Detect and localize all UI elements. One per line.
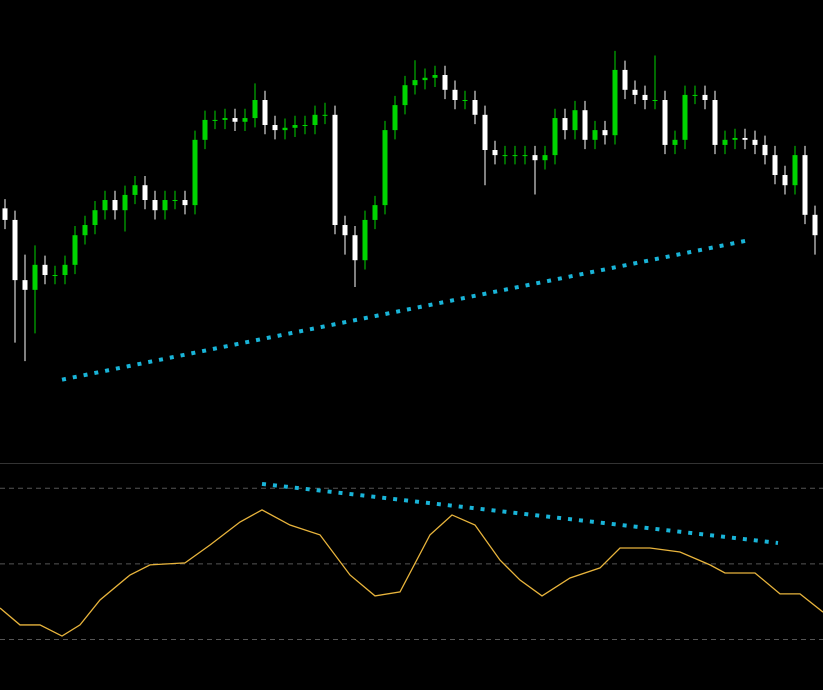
candle-body <box>92 210 98 226</box>
candle-body <box>472 100 478 115</box>
candle-body <box>152 200 158 211</box>
candle-body <box>312 114 318 126</box>
candle-body <box>492 150 498 156</box>
candle-body <box>422 77 428 81</box>
candle-body <box>692 94 698 96</box>
candle-body <box>212 119 218 121</box>
candle-body <box>392 105 398 131</box>
candle-body <box>572 110 578 131</box>
candle-body <box>72 235 78 265</box>
candle-body <box>202 119 208 140</box>
candle-body <box>502 155 508 157</box>
candle-body <box>162 200 168 211</box>
candle-body <box>132 185 138 195</box>
candle-body <box>582 110 588 140</box>
candle-body <box>262 100 268 126</box>
candle-body <box>812 214 818 236</box>
candle-body <box>562 118 568 131</box>
candle-body <box>342 225 348 236</box>
candle-body <box>482 114 488 151</box>
candle-body <box>322 114 328 116</box>
candle-body <box>532 155 538 161</box>
candle-body <box>712 100 718 145</box>
candle-body <box>602 130 608 136</box>
candle-body <box>402 85 408 106</box>
candle-body <box>682 94 688 140</box>
candle-body <box>722 139 728 145</box>
candle-body <box>782 175 788 186</box>
candle-body <box>272 125 278 131</box>
candle-body <box>82 225 88 236</box>
candle-body <box>522 155 528 157</box>
candle-body <box>792 155 798 186</box>
candle-body <box>112 200 118 211</box>
candle-body <box>432 75 438 78</box>
candle-body <box>462 100 468 102</box>
candle-body <box>372 205 378 220</box>
candle-body <box>192 139 198 206</box>
candle-body <box>232 118 238 122</box>
candle-body <box>182 200 188 206</box>
candle-body <box>592 130 598 140</box>
candle-body <box>292 125 298 128</box>
candle-body <box>352 235 358 261</box>
candle-body <box>242 118 248 122</box>
candle-body <box>32 264 38 290</box>
candle-body <box>672 139 678 145</box>
candle-body <box>142 185 148 201</box>
candle-body <box>762 144 768 156</box>
candle-body <box>542 155 548 161</box>
candle-body <box>12 219 18 281</box>
candle-body <box>632 89 638 95</box>
candle-body <box>452 89 458 101</box>
candle-body <box>702 94 708 101</box>
candle-body <box>52 275 58 277</box>
candle-body <box>752 139 758 145</box>
oscillator-line <box>0 509 823 637</box>
candle-body <box>742 137 748 140</box>
candle-body <box>732 137 738 140</box>
candle-body <box>172 200 178 202</box>
candle-body <box>42 264 48 276</box>
candle-body <box>22 280 28 290</box>
candle-body <box>412 80 418 86</box>
candle-body <box>622 69 628 90</box>
candle-body <box>512 155 518 157</box>
candle-body <box>772 155 778 176</box>
candle-body <box>62 264 68 276</box>
candle-body <box>252 100 258 119</box>
candle-body <box>102 200 108 211</box>
candle-body <box>222 118 228 120</box>
candle-body <box>2 208 8 220</box>
candle-body <box>612 69 618 136</box>
candle-body <box>282 127 288 131</box>
candle-body <box>802 155 808 215</box>
trend-line <box>261 481 779 545</box>
candle-body <box>662 100 668 145</box>
candle-body <box>332 114 338 226</box>
candle-body <box>652 100 658 102</box>
candle-body <box>552 118 558 156</box>
candle-body <box>442 75 448 90</box>
candle-body <box>362 219 368 261</box>
candle-body <box>122 194 128 211</box>
candle-body <box>382 130 388 206</box>
candle-body <box>302 125 308 127</box>
candle-body <box>642 94 648 101</box>
